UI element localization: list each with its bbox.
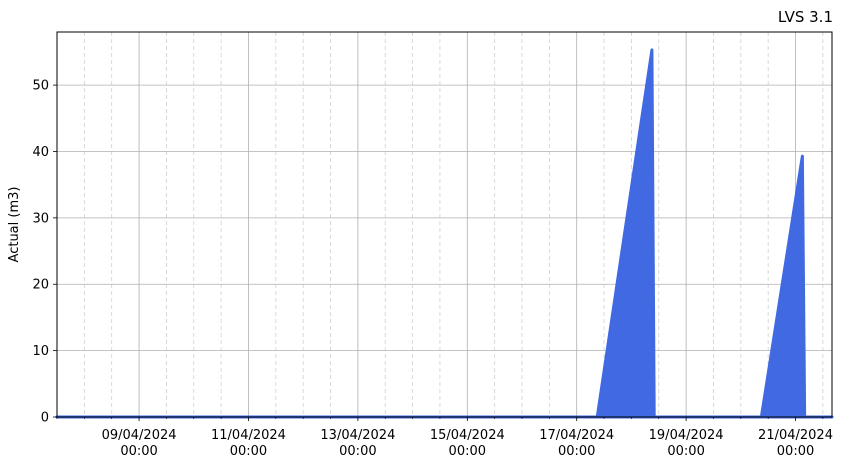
y-axis-label: Actual (m3) [7,187,22,263]
x-tick-label-date: 13/04/2024 [320,428,395,443]
plot-frame [56,31,833,418]
x-tick-label-date: 19/04/2024 [649,428,724,443]
major-gridlines [57,32,832,417]
x-tick-label-date: 17/04/2024 [539,428,614,443]
x-tick-label-time: 00:00 [339,444,376,459]
tick-labels: 09/04/202400:0011/04/202400:0013/04/2024… [32,79,833,459]
chart-title: LVS 3.1 [777,8,833,26]
y-tick-label: 40 [32,145,49,160]
x-tick-label-time: 00:00 [558,444,595,459]
x-tick-label-date: 11/04/2024 [211,428,286,443]
x-tick-label-date: 09/04/2024 [102,428,177,443]
y-tick-label: 50 [32,79,49,94]
x-tick-label-time: 00:00 [449,444,486,459]
x-tick-label-time: 00:00 [667,444,704,459]
y-tick-label: 0 [41,411,49,426]
x-tick-label-time: 00:00 [120,444,157,459]
x-tick-label-date: 15/04/2024 [430,428,505,443]
x-tick-label-time: 00:00 [230,444,267,459]
axes [53,31,833,421]
x-tick-label-time: 00:00 [777,444,814,459]
x-tick-label-date: 21/04/2024 [758,428,833,443]
y-tick-label: 30 [32,211,49,226]
series-area [55,48,834,419]
y-tick-label: 10 [32,344,49,359]
y-tick-label: 20 [32,278,49,293]
minor-gridlines [56,32,824,417]
series-area-fill [55,48,834,419]
